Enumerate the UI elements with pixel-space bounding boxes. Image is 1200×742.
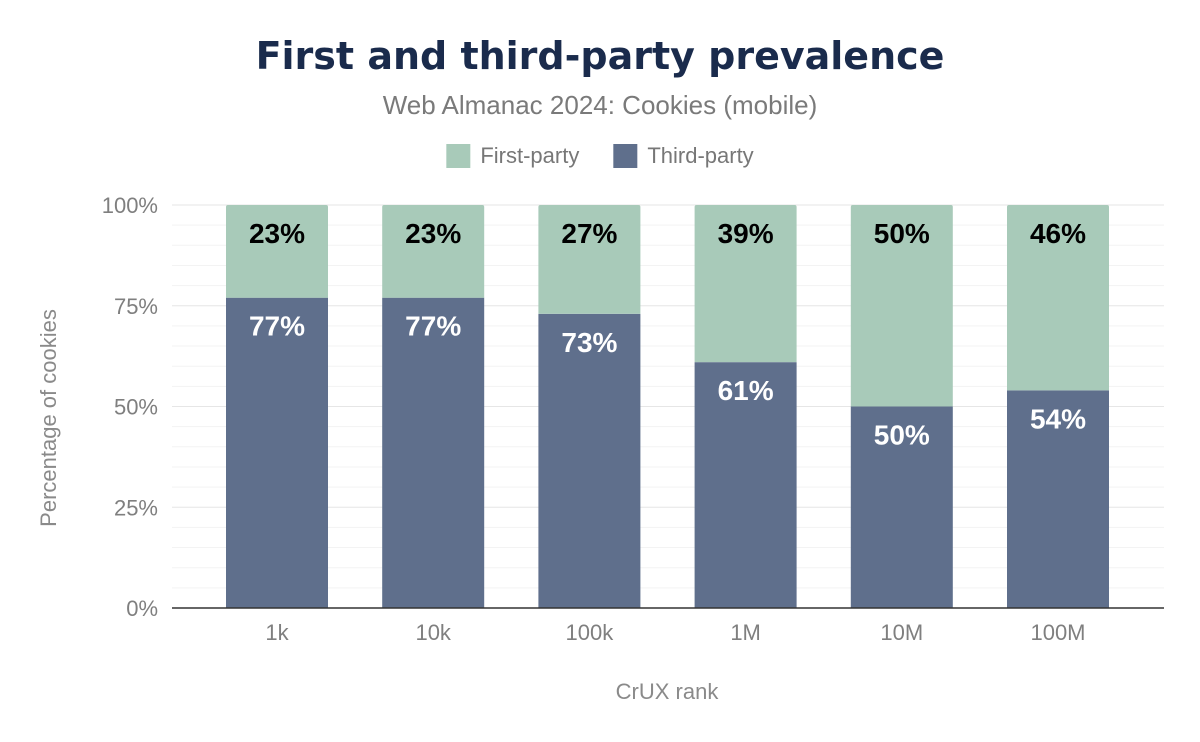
bar-segment-first-party bbox=[538, 205, 641, 314]
bar-segment-third-party bbox=[694, 362, 797, 608]
bar-segment-first-party bbox=[1007, 205, 1109, 391]
data-label-first-party: 27% bbox=[561, 218, 617, 249]
data-label-third-party: 61% bbox=[718, 375, 774, 406]
x-tick-label: 1M bbox=[730, 620, 761, 645]
data-label-third-party: 54% bbox=[1030, 403, 1086, 434]
bar-group-10M: 50% 50% bbox=[850, 205, 953, 608]
bar-group-100k: 73% 27% bbox=[538, 205, 641, 608]
chart-bars: 77% 23% 77% 23% 73% 27% 61% 39% 50% 50% 54% 46% bbox=[226, 205, 1109, 608]
chart-title: First and third-party prevalence bbox=[256, 34, 945, 78]
y-tick-label: 0% bbox=[126, 596, 158, 621]
y-tick-label: 75% bbox=[114, 294, 158, 319]
data-label-first-party: 50% bbox=[874, 218, 930, 249]
y-tick-label: 100% bbox=[102, 193, 158, 218]
data-label-third-party: 77% bbox=[405, 311, 461, 342]
x-tick-label: 100k bbox=[566, 620, 615, 645]
legend-label: First-party bbox=[480, 143, 579, 168]
data-label-first-party: 46% bbox=[1030, 218, 1086, 249]
bar-segment-first-party bbox=[382, 205, 485, 298]
legend-label: Third-party bbox=[647, 143, 753, 168]
x-tick-label: 10M bbox=[880, 620, 923, 645]
bar-group-100M: 54% 46% bbox=[1007, 205, 1109, 608]
x-tick-label: 100M bbox=[1030, 620, 1085, 645]
y-axis-label: Percentage of cookies bbox=[36, 309, 61, 527]
bar-segment-first-party bbox=[694, 205, 797, 363]
data-label-first-party: 23% bbox=[405, 218, 461, 249]
data-label-third-party: 50% bbox=[874, 420, 930, 451]
bar-segment-third-party bbox=[1007, 390, 1109, 608]
bar-group-1M: 61% 39% bbox=[694, 205, 797, 608]
x-axis-ticks: 1k 10k 100k 1M 10M 100M bbox=[265, 620, 1085, 645]
legend-item-third-party: Third-party bbox=[613, 143, 754, 168]
x-tick-label: 10k bbox=[415, 620, 451, 645]
bar-group-10k: 77% 23% bbox=[382, 205, 485, 608]
bar-segment-first-party bbox=[850, 205, 953, 407]
legend-swatch bbox=[613, 144, 638, 168]
data-label-first-party: 23% bbox=[249, 218, 305, 249]
bar-segment-third-party bbox=[382, 297, 485, 608]
data-label-first-party: 39% bbox=[718, 218, 774, 249]
y-tick-label: 25% bbox=[114, 495, 158, 520]
chart-gridlines bbox=[172, 204, 1164, 589]
bar-group-1k: 77% 23% bbox=[226, 205, 328, 608]
data-label-third-party: 73% bbox=[561, 327, 617, 358]
bar-segment-third-party bbox=[850, 406, 953, 608]
chart-subtitle: Web Almanac 2024: Cookies (mobile) bbox=[383, 90, 818, 120]
y-tick-label: 50% bbox=[114, 395, 158, 420]
bar-segment-third-party bbox=[538, 313, 641, 608]
y-axis-ticks: 0% 25% 50% 75% 100% bbox=[102, 193, 158, 621]
bar-segment-third-party bbox=[226, 297, 328, 608]
bar-segment-first-party bbox=[226, 205, 328, 298]
chart-legend: First-party Third-party bbox=[446, 143, 754, 168]
legend-item-first-party: First-party bbox=[446, 143, 579, 168]
data-label-third-party: 77% bbox=[249, 311, 305, 342]
legend-swatch bbox=[446, 144, 471, 168]
x-tick-label: 1k bbox=[265, 620, 289, 645]
x-axis-label: CrUX rank bbox=[616, 679, 720, 704]
